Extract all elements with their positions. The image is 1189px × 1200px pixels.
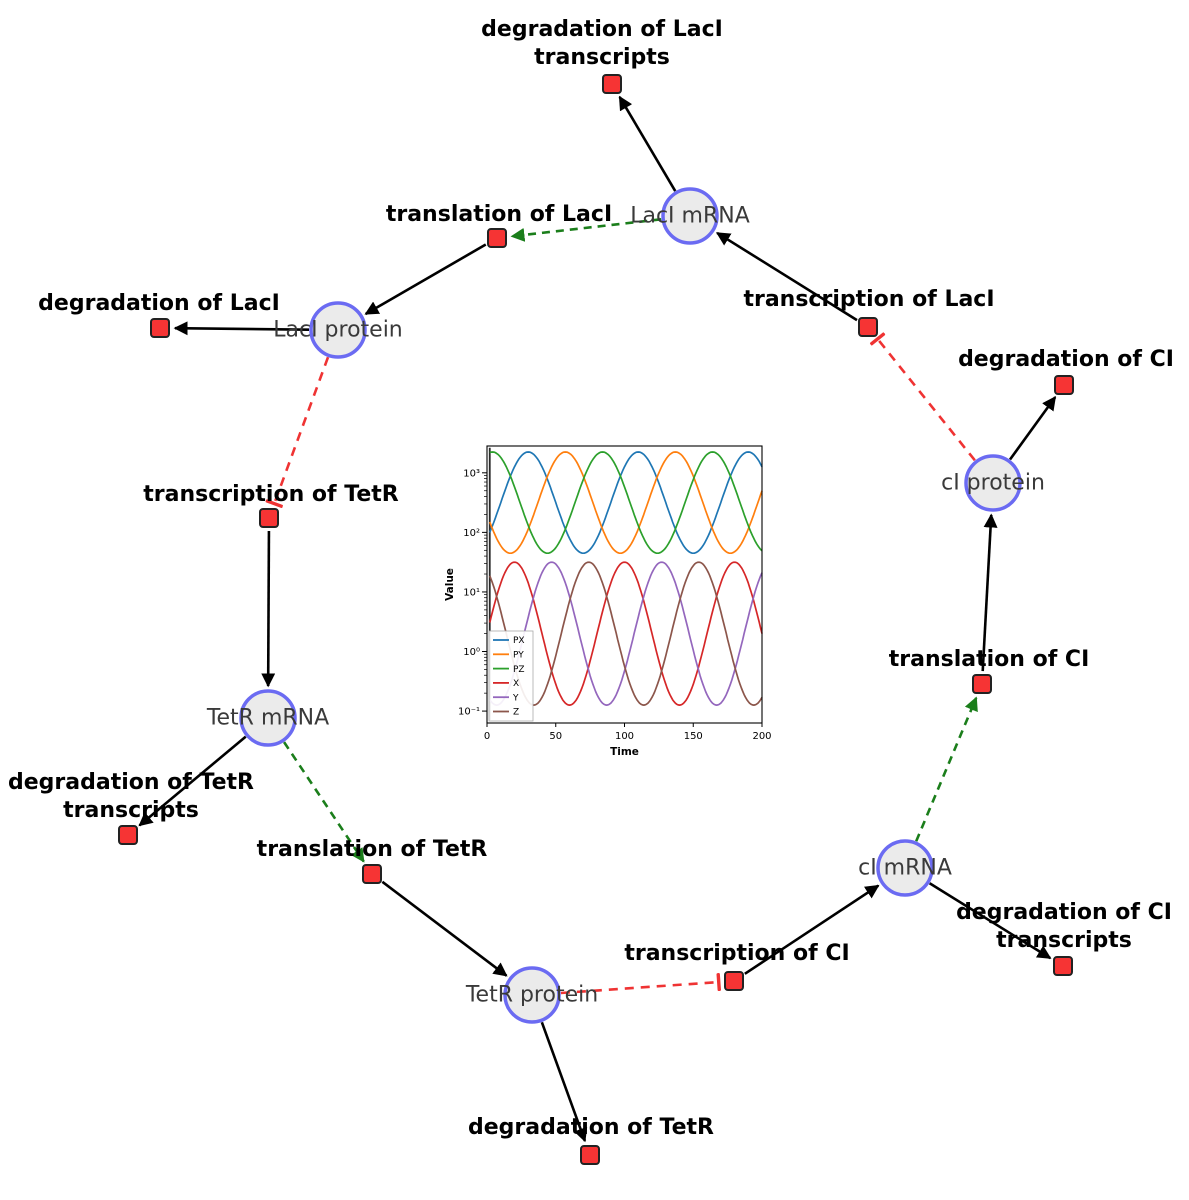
reaction-label-deg-tetr: degradation of TetR <box>468 1115 714 1140</box>
x-tick-label: 0 <box>484 731 490 742</box>
edge-laci-protein--transcription-tetr <box>265 356 330 508</box>
edge-tetr-mrna--translation-tetr <box>283 741 365 863</box>
species-label-tetr-mrna: TetR mRNA <box>206 706 329 731</box>
edges-layer <box>138 95 1057 1143</box>
edge-tetr-mrna--deg-tetr-transcripts <box>138 735 247 827</box>
x-tick-label: 50 <box>549 731 562 742</box>
series-PX <box>489 451 763 555</box>
legend <box>488 630 534 722</box>
reaction-label-transcription-laci: transcription of LacI <box>743 287 994 312</box>
edge-translation-ci--ci-protein <box>981 513 998 672</box>
labels-layer: LacI mRNA LacI protein cI protein TetR mRNA… <box>8 17 1174 1140</box>
legend-item-PZ: PZ <box>513 665 525 675</box>
y-tick-label: 10⁻¹ <box>458 707 480 718</box>
y-tick-label: 10¹ <box>463 587 480 598</box>
legend-item-PY: PY <box>513 651 524 661</box>
legend-item-Z: Z <box>513 708 519 718</box>
series-Z <box>489 561 763 706</box>
species-node-tetr-protein <box>503 966 561 1024</box>
edge-tetr-protein--transcription-ci <box>560 973 721 995</box>
series-PZ <box>489 451 763 555</box>
reaction-label-deg-laci-transcripts: degradation of LacI <box>481 17 723 42</box>
species-node-laci-mrna <box>661 187 719 245</box>
x-tick-label: 150 <box>684 731 703 742</box>
reaction-node-transcription-ci <box>724 971 744 991</box>
reaction-node-translation-ci <box>972 674 992 694</box>
edge-transcription-ci--ci-mrna <box>744 884 880 975</box>
species-label-ci-mrna: cI mRNA <box>858 856 952 881</box>
reaction-node-deg-laci <box>150 318 170 338</box>
reaction-node-translation-laci <box>487 228 507 248</box>
x-tick-label: 200 <box>752 731 771 742</box>
edge-ci-mrna--translation-ci <box>914 696 978 842</box>
edge-tetr-protein--deg-tetr <box>540 1021 588 1143</box>
edge-transcription-tetr--tetr-mrna <box>261 530 276 688</box>
reaction-label-transcription-ci: transcription of CI <box>624 941 849 966</box>
reaction-node-deg-ci-transcripts <box>1053 956 1073 976</box>
y-tick-label: 10⁰ <box>463 647 480 658</box>
species-label-laci-protein: LacI protein <box>273 318 403 343</box>
edge-translation-tetr--tetr-protein <box>381 880 508 977</box>
reaction-label-transcription-tetr: transcription of TetR <box>143 482 399 507</box>
reaction-label-deg-tetr-transcripts: transcripts <box>63 798 199 823</box>
series-PY <box>489 451 763 555</box>
species-label-laci-mrna: LacI mRNA <box>630 204 750 229</box>
reaction-node-deg-tetr <box>580 1145 600 1165</box>
reaction-node-deg-laci-transcripts <box>602 74 622 94</box>
series-Y <box>489 561 763 706</box>
y-axis-label: Value <box>444 568 456 601</box>
species-node-ci-protein <box>964 454 1022 512</box>
reaction-label-deg-laci: degradation of LacI <box>38 291 280 316</box>
legend-item-Y: Y <box>512 693 519 703</box>
reaction-label-translation-ci: translation of CI <box>889 647 1090 672</box>
edge-laci-mrna--translation-laci <box>510 217 662 242</box>
edge-ci-mrna--deg-ci-transcripts <box>928 882 1052 960</box>
reaction-node-transcription-tetr <box>259 508 279 528</box>
species-node-ci-mrna <box>876 839 934 897</box>
legend-item-X: X <box>513 679 519 689</box>
y-tick-label: 10² <box>463 528 480 539</box>
reaction-label-translation-laci: translation of LacI <box>386 202 612 227</box>
reaction-label-deg-tetr-transcripts: degradation of TetR <box>8 770 254 795</box>
reaction-node-deg-ci <box>1054 375 1074 395</box>
reaction-node-translation-tetr <box>362 864 382 884</box>
species-node-laci-protein <box>309 301 367 359</box>
edge-transcription-laci--laci-mrna <box>715 231 858 322</box>
y-tick-label: 10³ <box>463 468 480 479</box>
reaction-label-deg-ci: degradation of CI <box>958 347 1174 372</box>
species-node-tetr-mrna <box>239 689 297 747</box>
edge-laci-mrna--deg-laci-transcripts <box>618 95 677 192</box>
reaction-label-deg-ci-transcripts: degradation of CI <box>956 900 1172 925</box>
edge-ci-protein--transcription-laci <box>869 332 976 462</box>
species-label-ci-protein: cI protein <box>941 471 1045 496</box>
legend-item-PX: PX <box>513 636 525 646</box>
species-label-tetr-protein: TetR protein <box>465 983 598 1008</box>
reaction-label-deg-laci-transcripts: transcripts <box>534 45 670 70</box>
x-tick-label: 100 <box>615 731 634 742</box>
edge-laci-protein--deg-laci <box>173 321 310 336</box>
reaction-label-deg-ci-transcripts: transcripts <box>996 928 1132 953</box>
edge-ci-protein--deg-ci <box>1008 396 1057 461</box>
reaction-node-transcription-laci <box>858 317 878 337</box>
inset-plot: 0 50 100 150 200 10⁻¹ 10⁰ 10¹ 10² 10³ Time Value PX P… <box>444 445 772 758</box>
reaction-label-translation-tetr: translation of TetR <box>257 837 488 862</box>
x-axis-label: Time <box>610 746 639 758</box>
nodes-layer <box>118 74 1074 1165</box>
reaction-node-deg-tetr-transcripts <box>118 825 138 845</box>
edge-translation-laci--laci-protein <box>364 243 487 316</box>
